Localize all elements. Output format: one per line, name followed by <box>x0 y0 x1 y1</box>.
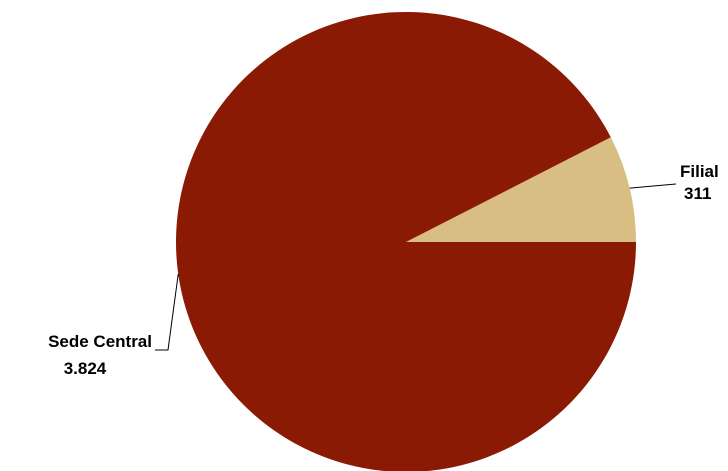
pie-slice-sede-central <box>176 12 636 471</box>
slice-label-filial-value: 311 <box>684 184 711 203</box>
leader-line-filial <box>629 183 677 189</box>
slice-label-filial-name: Filial <box>680 162 719 181</box>
pie-slice-filial <box>406 137 636 242</box>
slice-label-sede-central: Sede Central 3.824 <box>48 332 152 378</box>
leader-line-sede-central <box>155 273 179 351</box>
leader-lines <box>155 183 677 351</box>
pie-slices <box>176 12 636 471</box>
slice-label-sede-central-value: 3.824 <box>64 359 107 378</box>
slice-label-filial: Filial 311 <box>680 162 719 203</box>
slice-label-sede-central-name: Sede Central <box>48 332 152 351</box>
